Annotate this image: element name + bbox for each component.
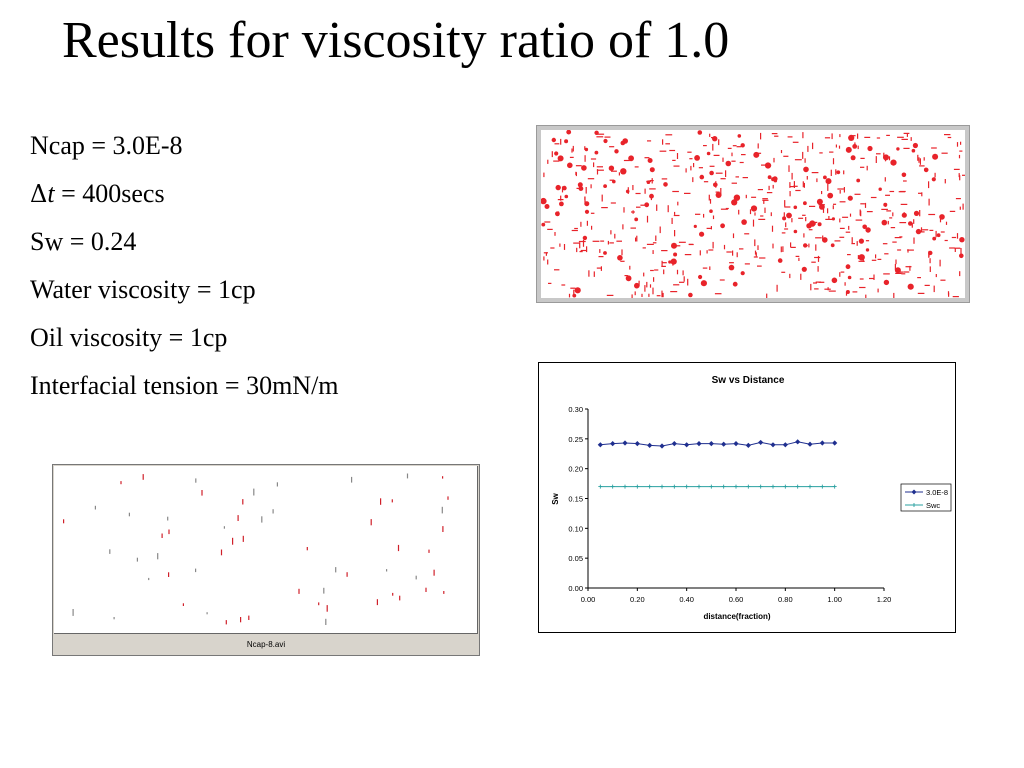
param-oil-viscosity: Oil viscosity = 1cp [30, 323, 228, 352]
data-point [734, 484, 738, 489]
x-tick-label: 0.60 [729, 595, 744, 604]
data-point [684, 484, 689, 489]
chart-svg: Sw vs Distance Sw distance(fraction) 0.0… [551, 375, 952, 621]
data-point [622, 440, 628, 446]
legend-label: Swc [926, 501, 940, 510]
data-point [597, 442, 603, 448]
y-tick-label: 0.00 [568, 584, 583, 593]
y-tick-label: 0.05 [568, 554, 583, 563]
sw-vs-distance-chart: Sw vs Distance Sw distance(fraction) 0.0… [538, 362, 956, 633]
y-tick-label: 0.10 [568, 524, 583, 533]
data-point [758, 484, 763, 489]
x-axis-label: distance(fraction) [703, 612, 770, 621]
data-point [820, 484, 825, 489]
data-point [807, 441, 813, 447]
x-tick-label: 1.00 [827, 595, 842, 604]
legend-marker [911, 489, 917, 495]
x-tick-label: 0.20 [630, 595, 645, 604]
data-point [659, 443, 665, 449]
pore-network-saturation-image [536, 125, 970, 303]
param-sw: Sw = 0.24 [30, 227, 137, 256]
x-tick-label: 0.00 [581, 595, 596, 604]
video-texture [63, 473, 449, 625]
data-point [832, 440, 838, 446]
y-tick-label: 0.30 [568, 405, 583, 414]
saturation-map [541, 130, 965, 298]
data-point [783, 484, 788, 489]
data-point [598, 484, 603, 489]
data-point [684, 442, 690, 448]
data-point [808, 484, 812, 489]
param-water-viscosity: Water viscosity = 1cp [30, 275, 256, 304]
x-tick-label: 0.80 [778, 595, 793, 604]
data-point [758, 439, 764, 446]
data-point [832, 484, 837, 489]
legend-label: 3.0E-8 [926, 488, 948, 497]
video-frame-image [54, 466, 478, 634]
data-point [671, 441, 677, 447]
data-point [672, 484, 677, 489]
data-point [795, 439, 801, 445]
parameter-list: Ncap = 3.0E-8 Δt = 400secs Sw = 0.24 Wat… [30, 126, 339, 414]
data-point [708, 441, 714, 447]
legend-marker [912, 503, 916, 507]
data-point [745, 442, 751, 448]
data-point [610, 484, 615, 489]
data-point [647, 484, 652, 489]
data-point [610, 441, 616, 447]
y-axis-label: Sw [551, 492, 560, 504]
param-ncap: Ncap = 3.0E-8 [30, 131, 183, 160]
y-tick-label: 0.15 [568, 495, 583, 504]
y-tick-label: 0.20 [568, 465, 583, 474]
video-player[interactable]: Ncap-8.avi [52, 464, 480, 656]
x-tick-label: 1.20 [877, 595, 892, 604]
chart-title: Sw vs Distance [712, 375, 785, 386]
y-tick-label: 0.25 [568, 435, 583, 444]
data-point [746, 484, 751, 489]
data-point [634, 441, 640, 447]
data-point [771, 484, 775, 489]
chart-legend [900, 483, 952, 512]
data-point [697, 484, 701, 489]
data-point [795, 484, 800, 489]
data-point [660, 484, 664, 489]
timestep-value: = 400secs [54, 179, 165, 208]
data-point [733, 441, 739, 447]
param-interfacial-tension: Interfacial tension = 30mN/m [30, 371, 339, 400]
data-point [721, 484, 726, 489]
data-point [635, 484, 640, 489]
data-point [623, 484, 627, 489]
delta-symbol: Δ [30, 180, 48, 208]
data-point [647, 442, 653, 448]
param-timestep: Δt = 400secs [30, 174, 339, 222]
saturation-texture [541, 130, 965, 298]
data-point [770, 442, 776, 448]
data-point [782, 442, 788, 448]
slide-title: Results for viscosity ratio of 1.0 [62, 12, 730, 69]
data-point [721, 441, 727, 447]
data-point [819, 440, 825, 446]
data-point [709, 484, 714, 489]
data-point [696, 441, 702, 447]
x-tick-label: 0.40 [679, 595, 694, 604]
video-filename: Ncap-8.avi [246, 640, 286, 649]
time-variable: t [47, 179, 55, 208]
